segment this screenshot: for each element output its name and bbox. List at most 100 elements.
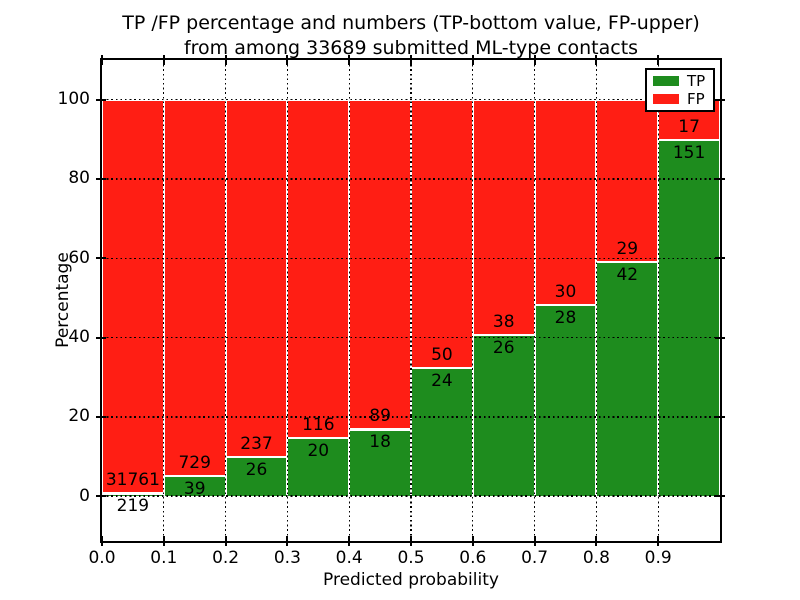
gridline-v-5 [410,60,412,541]
y-right-tick-5 [715,98,725,101]
fp-bar-6 [472,99,535,336]
tp-bar-8 [596,261,659,497]
tp-value-label-1: 39 [183,479,206,500]
x-top-tick-3 [286,55,289,65]
x-top-tick-4 [348,55,351,65]
fp-bar-2 [225,99,288,457]
x-top-tick-5 [410,55,412,65]
gridline-v-3 [286,60,289,541]
gridline-v-6 [472,60,474,541]
y-tick-4 [96,177,106,180]
gridline-h-4 [102,178,720,180]
x-tick-label-4: 0.4 [335,548,363,568]
plot-area: 31761 219 729 39 237 26 116 20 89 18 50 24 38 26 30 28 2… [100,58,722,543]
x-tick-label-0: 0.0 [88,548,116,568]
x-tick-label-2: 0.2 [212,548,240,568]
y-tick-1 [96,415,106,418]
gridline-h-0 [102,495,720,497]
fp-bar-4 [349,99,411,430]
x-tick-0 [101,536,103,546]
fp-bar-3 [287,99,350,438]
x-tick-3 [286,536,289,546]
y-right-tick-4 [715,177,725,180]
x-top-tick-1 [162,55,165,65]
tp-bar-9 [658,139,720,497]
gridline-h-5 [102,98,720,101]
x-tick-label-9: 0.9 [644,548,672,568]
tp-value-label-9: 151 [672,142,706,163]
x-tick-label-1: 0.1 [150,548,178,568]
fp-bar-0 [102,99,164,494]
x-tick-label-8: 0.8 [582,548,610,568]
fp-value-label-8: 29 [616,238,639,259]
tp-value-label-4: 18 [369,432,391,453]
gridline-v-8 [595,60,598,541]
fp-value-label-4: 89 [369,406,391,427]
x-top-tick-9 [657,55,660,65]
fp-value-label-2: 237 [240,434,273,454]
x-tick-label-6: 0.6 [459,548,487,568]
chart-title-line2: from among 33689 submitted ML-type conta… [183,37,639,59]
x-top-tick-7 [533,55,536,65]
legend: TP FP [645,68,715,112]
x-tick-9 [657,536,660,546]
fp-bar-8 [596,99,659,262]
y-right-tick-1 [715,415,725,418]
gridline-v-9 [657,60,659,541]
y-tick-label-4: 80 [68,168,90,189]
tp-value-label-5: 24 [431,370,453,391]
y-right-tick-2 [715,336,725,339]
chart-title-line1: TP /FP percentage and numbers (TP-bottom… [122,12,700,34]
tp-bar-6 [472,335,535,497]
x-tick-4 [348,536,351,546]
x-tick-label-5: 0.5 [397,548,425,568]
fp-swatch-icon [653,93,679,104]
tp-value-label-8: 42 [616,264,639,285]
y-tick-label-0: 0 [79,485,90,506]
legend-label-tp: TP [687,72,706,91]
fp-value-label-1: 729 [178,453,211,474]
x-tick-7 [533,536,536,546]
gridline-v-1 [163,60,165,541]
x-tick-label-7: 0.7 [521,548,549,568]
tp-value-label-2: 26 [245,459,268,480]
x-top-tick-2 [224,55,227,65]
y-tick-3 [96,257,106,260]
tp-value-label-7: 28 [554,307,577,328]
gridline-h-1 [102,416,720,418]
gridline-h-2 [102,336,720,339]
x-top-tick-8 [595,55,598,65]
fp-bar-7 [534,99,597,305]
gridline-v-4 [348,60,350,541]
tp-value-label-6: 26 [492,338,515,359]
fp-bar-1 [163,99,226,477]
y-right-tick-3 [715,257,725,260]
x-tick-8 [595,536,598,546]
fp-bar-5 [411,99,473,368]
fp-value-label-5: 50 [431,344,453,365]
y-tick-5 [96,98,106,101]
y-tick-label-3: 60 [68,247,90,268]
x-tick-5 [410,536,412,546]
tp-bar-4 [349,429,411,497]
gridline-h-3 [102,257,720,259]
x-top-tick-0 [101,55,103,65]
y-axis-label: Percentage [53,252,73,348]
tp-value-label-0: 219 [116,496,150,517]
y-tick-label-2: 40 [68,327,90,348]
fp-value-label-6: 38 [492,312,515,333]
y-tick-label-1: 20 [68,406,90,427]
y-tick-label-5: 100 [57,89,90,110]
gridline-v-7 [533,60,536,541]
y-tick-0 [96,495,106,498]
y-right-tick-0 [715,495,725,498]
tp-bar-7 [534,304,597,497]
x-tick-2 [224,536,227,546]
x-tick-6 [471,536,474,546]
x-axis-label: Predicted probability [323,570,499,590]
fp-value-label-0: 31761 [105,470,160,491]
tp-swatch-icon [653,76,679,87]
legend-row-fp: FP [653,91,707,107]
x-tick-1 [162,536,165,546]
